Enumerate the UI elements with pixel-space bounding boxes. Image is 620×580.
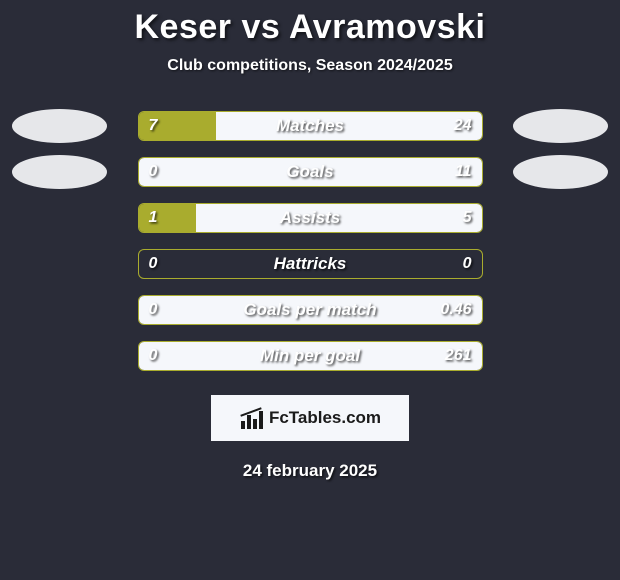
stat-row: 0261Min per goal [0,333,620,379]
stat-bar-right-fill [196,204,482,232]
subtitle: Club competitions, Season 2024/2025 [0,57,620,75]
stat-bar: 724Matches [138,111,483,141]
stat-row: 00.46Goals per match [0,287,620,333]
chart-icon [239,407,263,429]
player-right-oval [513,155,608,189]
stat-row: 15Assists [0,195,620,241]
stat-bar: 00.46Goals per match [138,295,483,325]
stat-bar-left-fill [139,204,196,232]
stat-label: Hattricks [139,250,482,278]
stat-bar-left-fill [139,112,217,140]
player-left-oval [12,155,107,189]
stat-bar-right-fill [139,296,482,324]
stat-bar-right-fill [216,112,481,140]
stat-right-value: 0 [463,250,472,278]
stat-row: 724Matches [0,103,620,149]
stat-bar: 011Goals [138,157,483,187]
brand-badge: FcTables.com [211,395,409,441]
stat-bar: 0 0Hattricks [138,249,483,279]
comparison-card: Keser vs Avramovski Club competitions, S… [0,0,620,481]
stats-list: 724Matches 011Goals 15Assists 0 0Hattricks 00… [0,103,620,379]
stat-bar: 0261Min per goal [138,341,483,371]
stat-row: 0 0Hattricks [0,241,620,287]
stat-bar-right-fill [139,158,482,186]
player-left-oval [12,109,107,143]
player-right-oval [513,109,608,143]
page-title: Keser vs Avramovski [0,8,620,47]
brand-text: FcTables.com [269,408,381,428]
stat-bar: 15Assists [138,203,483,233]
stat-left-value: 0 [149,250,158,278]
stat-row: 011Goals [0,149,620,195]
stat-bar-right-fill [139,342,482,370]
date-label: 24 february 2025 [0,461,620,481]
